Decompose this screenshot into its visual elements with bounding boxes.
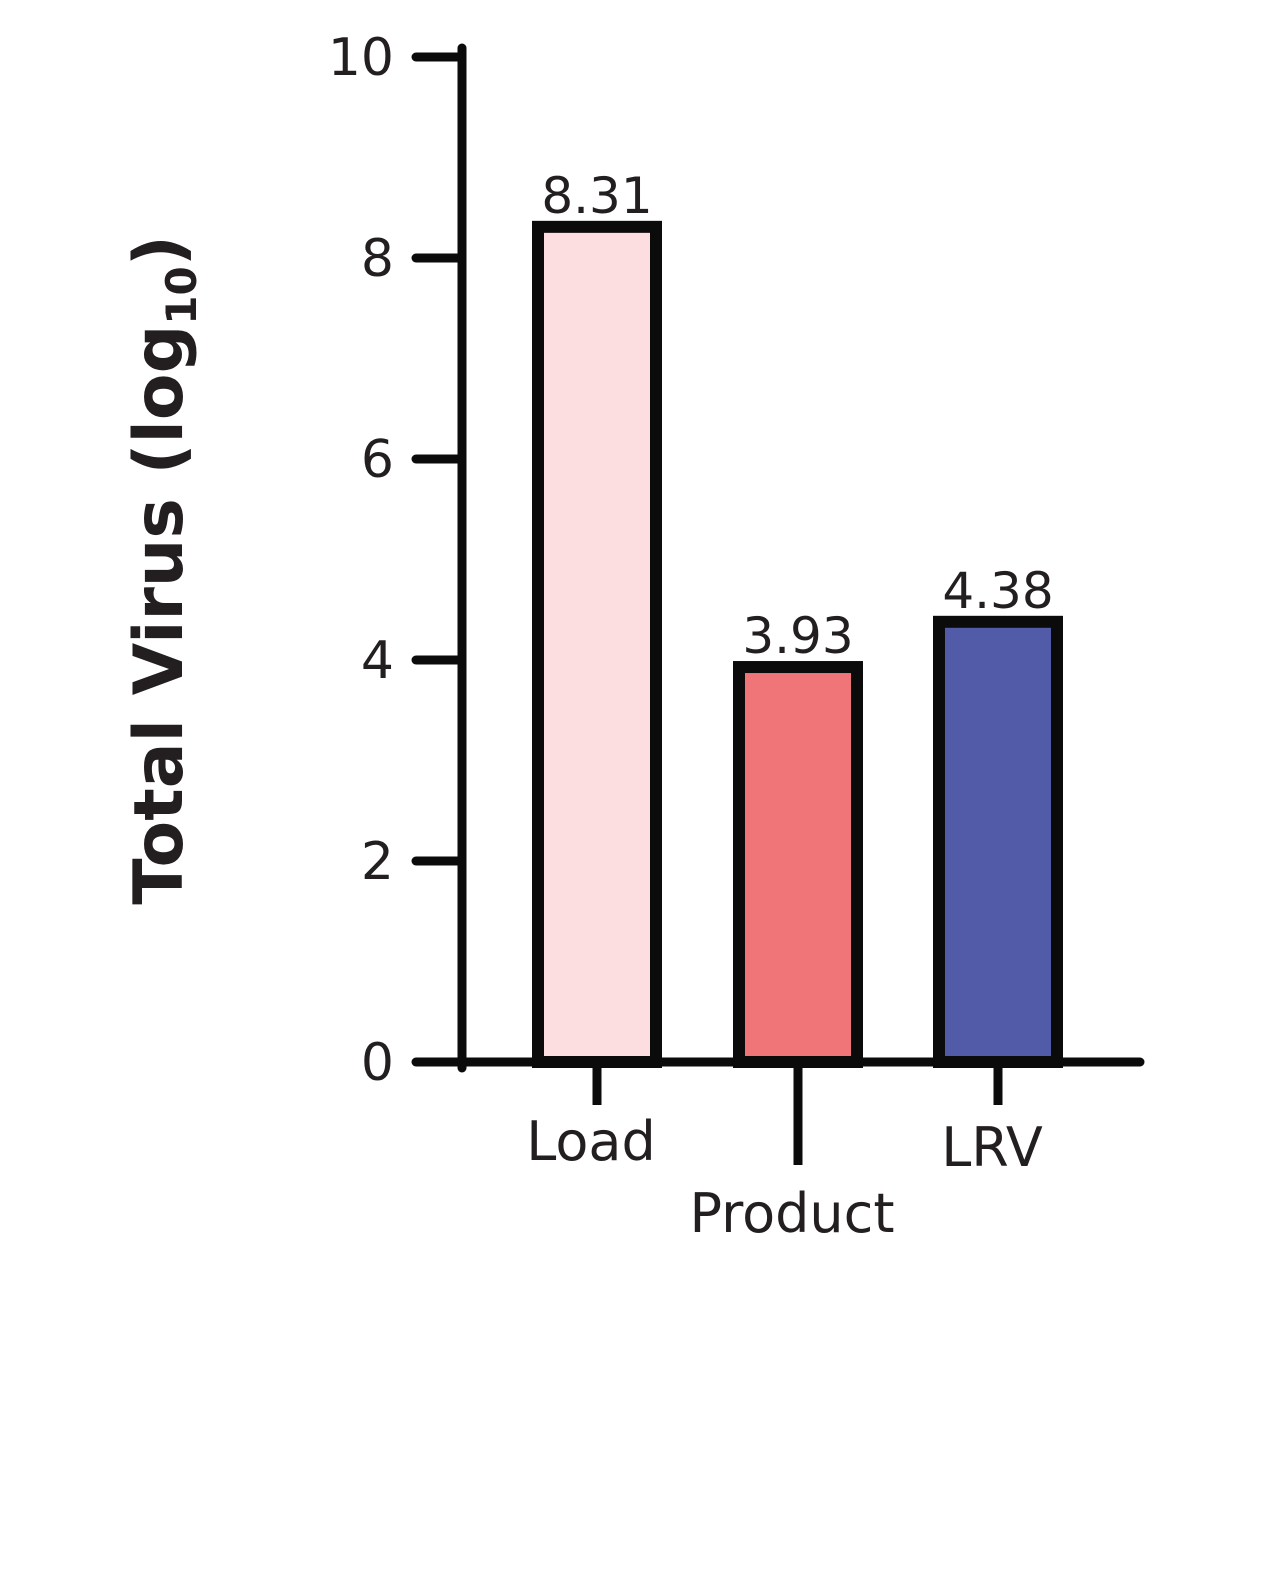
y-tick-label: 4 <box>361 631 394 691</box>
y-tick-label: 0 <box>361 1033 394 1093</box>
bar-value-label: 3.93 <box>742 607 853 665</box>
bar-lrv <box>933 615 1063 1068</box>
bar-product <box>733 661 863 1068</box>
y-tick-label: 6 <box>361 430 394 490</box>
y-axis-title: Total Virus (log10) <box>120 235 206 905</box>
bar-value-label: 4.38 <box>942 562 1053 620</box>
y-tick-label: 8 <box>361 229 394 289</box>
bars: 8.31 3.93 4.38 <box>532 167 1063 1069</box>
y-axis-title-close: ) <box>120 235 199 266</box>
axes <box>413 43 1145 1073</box>
bar-load <box>532 220 662 1069</box>
x-category-label: Product <box>689 1182 894 1245</box>
y-axis-title-subscript: 10 <box>157 266 206 324</box>
y-axis-ticks: 0 2 4 6 8 10 <box>328 28 467 1093</box>
bar-value-label: 8.31 <box>541 167 652 225</box>
x-axis-categories: Load Product LRV <box>526 1062 1043 1245</box>
x-category-label: Load <box>526 1110 656 1173</box>
x-category-label: LRV <box>941 1116 1043 1179</box>
y-tick-label: 2 <box>361 832 394 892</box>
y-axis-title-main: Total Virus (log <box>120 325 199 905</box>
y-tick-label: 10 <box>328 28 394 88</box>
